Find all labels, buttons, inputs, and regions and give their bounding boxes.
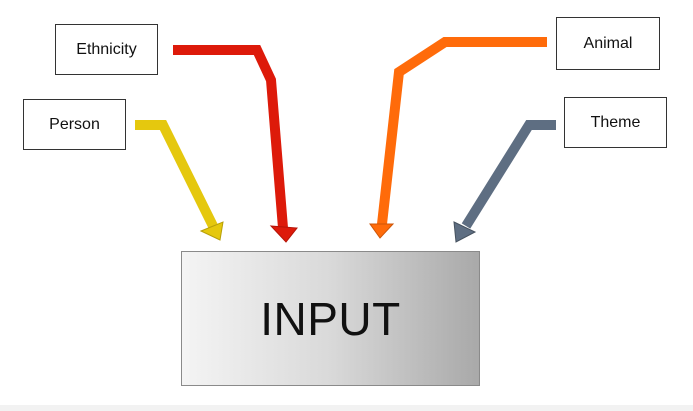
person-box: Person xyxy=(23,99,126,150)
bottom-strip xyxy=(0,405,693,411)
theme-box: Theme xyxy=(564,97,667,148)
arrow-theme xyxy=(453,120,556,243)
animal-box: Animal xyxy=(556,17,660,70)
arrow-ethnicity xyxy=(173,45,298,243)
person-label: Person xyxy=(49,115,100,133)
input-box: INPUT xyxy=(181,251,480,386)
arrow-animal xyxy=(369,37,547,239)
theme-label: Theme xyxy=(590,113,641,131)
ethnicity-box: Ethnicity xyxy=(55,24,158,75)
ethnicity-label: Ethnicity xyxy=(76,40,137,58)
arrow-person xyxy=(135,120,224,241)
input-label: INPUT xyxy=(260,292,401,345)
animal-label: Animal xyxy=(583,34,633,52)
